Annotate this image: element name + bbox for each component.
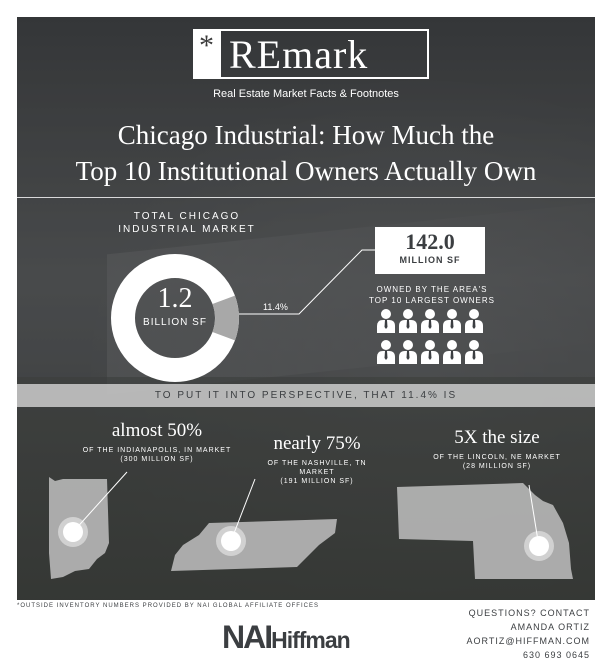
contact-phone[interactable]: 630 693 0645 — [522, 650, 590, 660]
title-line-1: Chicago Industrial: How Much the — [117, 120, 495, 150]
comparison-lincoln-line-2: (28 MILLION SF) — [462, 463, 532, 470]
owned-total-box: 142.0 MILLION SF — [375, 227, 485, 274]
contact-email[interactable]: AORTIZ@HIFFMAN.COM — [466, 636, 590, 646]
owned-value: 142.0 — [405, 229, 455, 254]
total-market-label-line-1: TOTAL CHICAGO — [133, 211, 241, 222]
person-icon — [465, 340, 483, 364]
comparison-lincoln-detail: OF THE LINCOLN, NE MARKET (28 MILLION SF… — [397, 453, 595, 471]
owners-label: OWNED BY THE AREA'S TOP 10 LARGEST OWNER… — [362, 284, 502, 306]
total-market-value: 1.2 — [157, 283, 193, 314]
comparison-lincoln-line-1: OF THE LINCOLN, NE MARKET — [433, 454, 561, 461]
share-percent-label: 11.4% — [263, 302, 288, 312]
contact-heading: QUESTIONS? CONTACT — [468, 608, 590, 618]
logo-star: * — [199, 29, 214, 62]
tennessee-shape — [171, 519, 337, 571]
title-line-2: Top 10 Institutional Owners Actually Own — [75, 156, 537, 186]
nai-hiffman-logo: NAIHiffman — [222, 619, 351, 656]
contact-name: AMANDA ORTIZ — [510, 622, 590, 632]
total-market-unit: BILLION SF — [143, 317, 207, 328]
person-icon — [421, 340, 439, 364]
comparison-indianapolis-line-2: (300 MILLION SF) — [120, 456, 194, 463]
indiana-location-dot — [63, 522, 83, 542]
contact-block: QUESTIONS? CONTACT AMANDA ORTIZ AORTIZ@H… — [467, 606, 590, 662]
perspective-banner: TO PUT IT INTO PERSPECTIVE, THAT 11.4% I… — [17, 384, 595, 407]
logo-star-box: * — [195, 29, 221, 77]
person-icon — [377, 309, 395, 333]
person-icon — [443, 340, 461, 364]
owners-label-line-2: TOP 10 LARGEST OWNERS — [369, 296, 495, 305]
logo-wordmark: REmark — [229, 32, 369, 77]
remark-logo: * REmark — [193, 29, 429, 79]
comparison-lincoln-headline: 5X the size — [454, 427, 540, 448]
person-icon — [377, 340, 395, 364]
nebraska-location-dot — [529, 536, 549, 556]
footnote: *OUTSIDE INVENTORY NUMBERS PROVIDED BY N… — [17, 603, 319, 609]
comparison-indianapolis-line-1: OF THE INDIANAPOLIS, IN MARKET — [82, 447, 232, 454]
comparison-nashville-line-2: MARKET — [299, 469, 335, 476]
comparison-nashville-line-3: (191 MILLION SF) — [280, 478, 354, 485]
owners-label-line-1: OWNED BY THE AREA'S — [376, 285, 488, 294]
person-icon — [421, 309, 439, 333]
tagline: Real Estate Market Facts & Footnotes — [213, 88, 399, 100]
hero-background-photo: * REmark Real Estate Market Facts & Foot… — [17, 17, 595, 600]
person-icon — [399, 309, 417, 333]
nai-wordmark: NAI — [222, 619, 273, 655]
title-divider — [17, 197, 595, 198]
nebraska-shape — [397, 483, 573, 579]
owner-icons — [375, 307, 495, 369]
total-market-label: TOTAL CHICAGO INDUSTRIAL MARKET — [87, 210, 287, 236]
comparison-nashville-detail: OF THE NASHVILLE, TN MARKET (191 MILLION… — [217, 459, 417, 486]
market-donut-chart — [111, 254, 239, 382]
comparison-nashville-line-1: OF THE NASHVILLE, TN — [267, 460, 367, 467]
tennessee-location-dot — [221, 531, 241, 551]
nebraska-map — [397, 483, 573, 579]
page-title: Chicago Industrial: How Much the Top 10 … — [17, 117, 595, 189]
donut-owned-slice — [212, 295, 239, 341]
comparison-indianapolis-detail: OF THE INDIANAPOLIS, IN MARKET (300 MILL… — [37, 446, 277, 464]
person-icon — [399, 340, 417, 364]
total-market-label-line-2: INDUSTRIAL MARKET — [118, 224, 256, 235]
hiffman-wordmark: Hiffman — [271, 627, 351, 653]
person-icon — [465, 309, 483, 333]
comparison-nashville-headline: nearly 75% — [273, 433, 361, 454]
owned-unit: MILLION SF — [399, 255, 461, 265]
tennessee-map — [171, 519, 337, 571]
comparison-indianapolis-headline: almost 50% — [111, 420, 203, 441]
person-icon — [443, 309, 461, 333]
